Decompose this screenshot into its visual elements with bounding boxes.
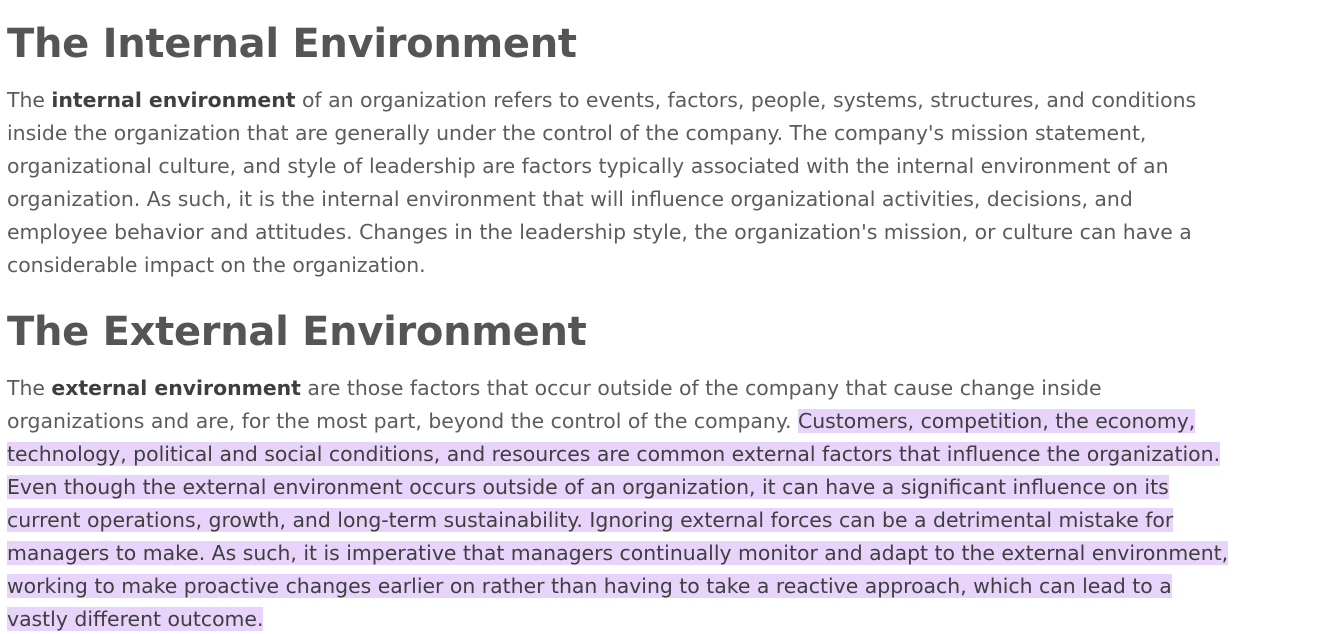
paragraph-lead: The xyxy=(7,376,52,400)
paragraph-internal-environment: The internal environment of an organizat… xyxy=(7,84,1237,282)
highlighted-text-selection[interactable]: Customers, competition, the economy, tec… xyxy=(7,409,1229,631)
paragraph-body: of an organization refers to events, fac… xyxy=(7,88,1197,277)
section-heading-internal: The Internal Environment xyxy=(7,21,577,67)
paragraph-external-environment: The external environment are those facto… xyxy=(7,372,1237,634)
term-internal-environment: internal environment xyxy=(51,88,296,112)
term-external-environment: external environment xyxy=(51,376,301,400)
paragraph-lead: The xyxy=(7,88,52,112)
paragraph-body: are those factors that occur outside of … xyxy=(7,376,1102,433)
section-heading-external: The External Environment xyxy=(7,309,587,355)
